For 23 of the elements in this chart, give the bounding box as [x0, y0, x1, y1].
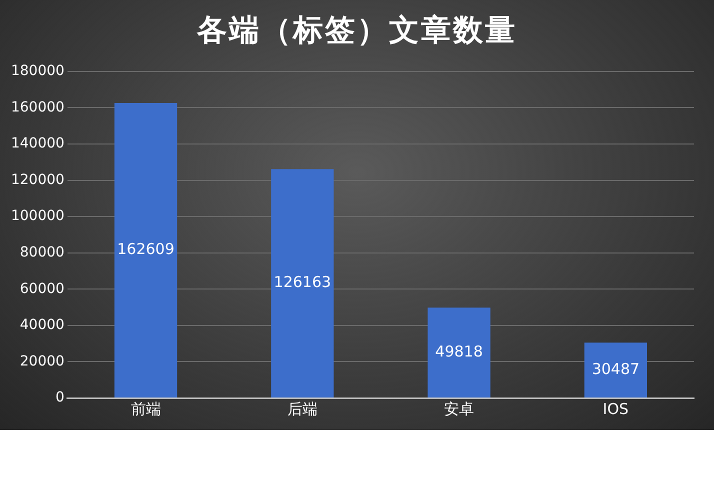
x-tick-label: 后端: [287, 400, 318, 418]
y-tick-label: 0: [56, 390, 64, 406]
y-tick-label: 120000: [10, 172, 64, 188]
y-tick-label: 40000: [20, 317, 64, 334]
bar: [271, 169, 334, 398]
chart-title: 各端（标签）文章数量: [196, 12, 518, 50]
data-label: 162609: [117, 240, 174, 258]
y-tick-label: 60000: [20, 280, 64, 297]
data-label: 49818: [435, 342, 483, 360]
bar: [428, 308, 490, 398]
y-tick-label: 140000: [10, 136, 64, 152]
data-label: 30487: [592, 360, 640, 378]
x-tick-label: 前端: [130, 400, 161, 418]
y-tick-label: 20000: [20, 353, 64, 370]
x-tick-label: IOS: [602, 400, 629, 418]
y-tick-label: 100000: [10, 208, 64, 224]
bar: [114, 102, 178, 398]
bar: [584, 342, 648, 398]
y-tick-label: 160000: [10, 99, 64, 116]
y-tick-label: 180000: [10, 63, 64, 80]
x-tick-label: 安卓: [444, 400, 474, 418]
y-tick-label: 80000: [20, 244, 64, 260]
data-label: 126163: [274, 273, 332, 292]
